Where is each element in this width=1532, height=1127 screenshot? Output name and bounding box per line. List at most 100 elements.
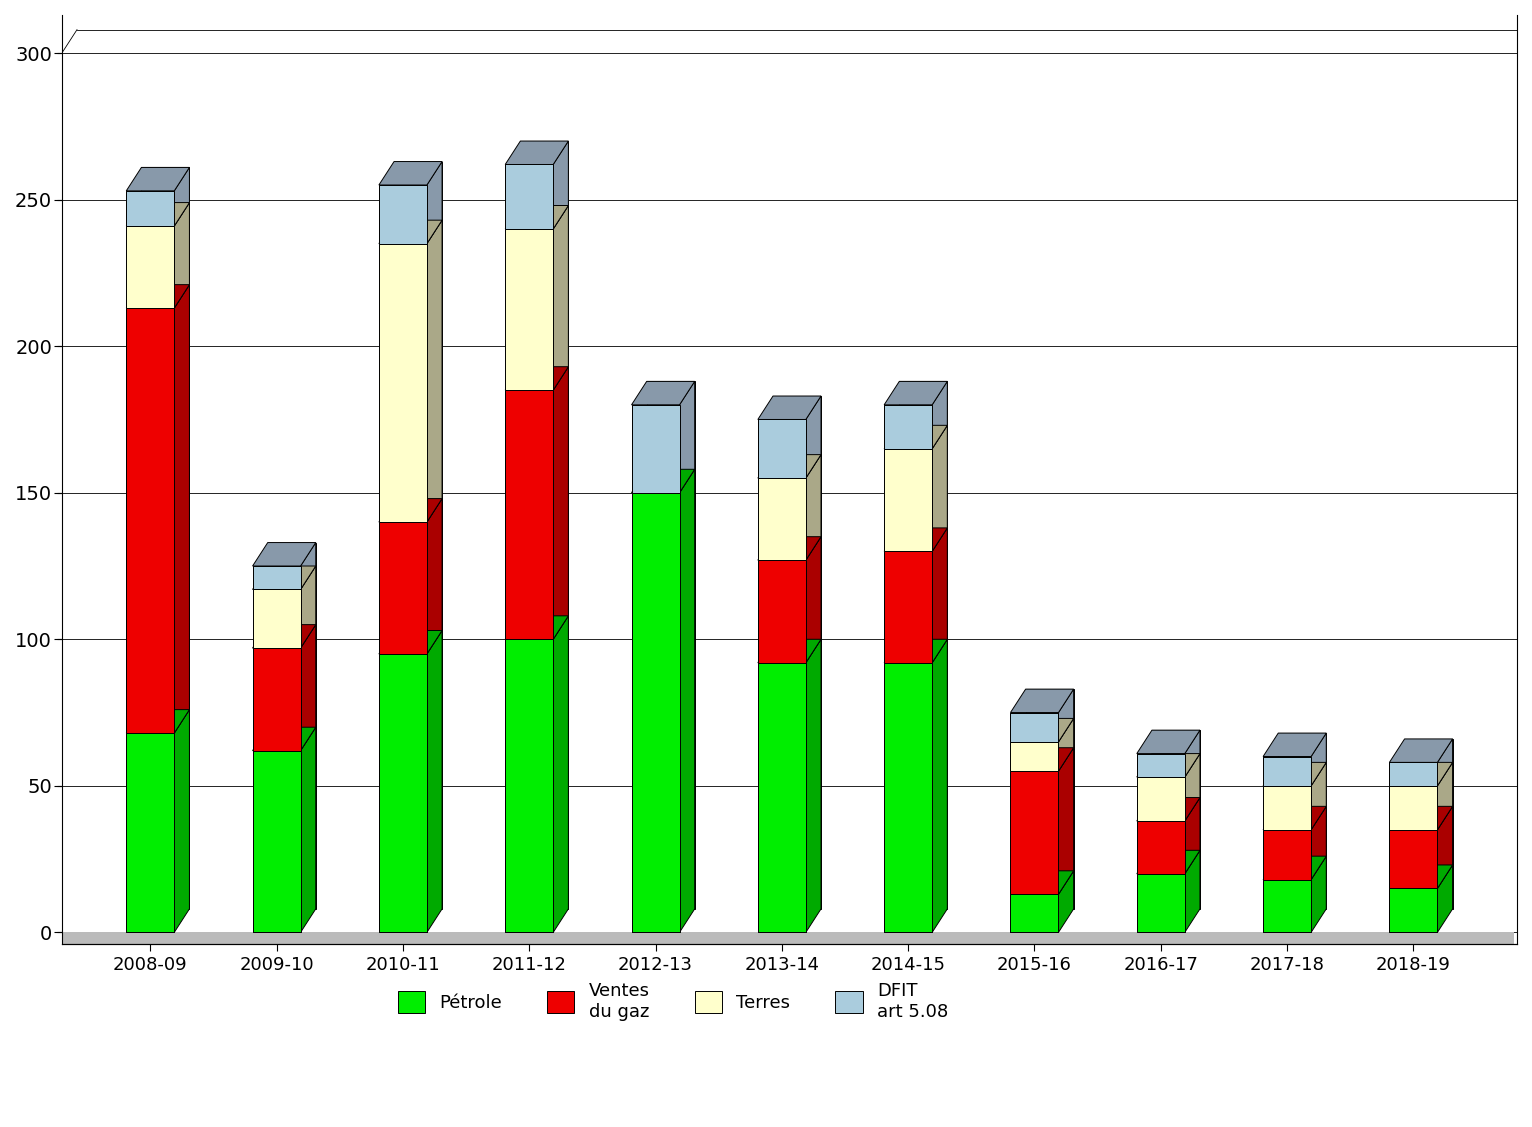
Bar xyxy=(506,229,553,390)
Bar xyxy=(253,589,300,648)
Polygon shape xyxy=(758,454,821,478)
Polygon shape xyxy=(1184,850,1200,932)
Bar xyxy=(758,560,806,663)
Bar xyxy=(253,589,300,648)
Polygon shape xyxy=(1137,754,1200,777)
Polygon shape xyxy=(806,536,821,663)
Polygon shape xyxy=(1011,718,1074,742)
Bar xyxy=(1390,786,1437,829)
Bar xyxy=(1025,871,1074,908)
Bar xyxy=(758,478,806,560)
Polygon shape xyxy=(884,381,947,405)
Bar xyxy=(1262,786,1311,829)
Bar xyxy=(1262,879,1311,932)
Bar xyxy=(378,522,427,654)
Bar xyxy=(758,419,806,478)
Polygon shape xyxy=(553,141,568,229)
Bar xyxy=(506,390,553,639)
Polygon shape xyxy=(1437,806,1452,888)
Bar xyxy=(1152,798,1200,850)
Bar xyxy=(1025,718,1074,747)
Polygon shape xyxy=(378,630,443,654)
Bar xyxy=(631,405,680,492)
Bar xyxy=(1262,786,1311,829)
Polygon shape xyxy=(553,366,568,639)
Polygon shape xyxy=(931,381,947,449)
Bar xyxy=(1011,712,1059,742)
Bar xyxy=(758,560,806,663)
Polygon shape xyxy=(1390,806,1452,829)
Bar xyxy=(253,566,300,589)
Polygon shape xyxy=(1311,733,1327,786)
Polygon shape xyxy=(300,624,316,751)
Bar xyxy=(758,663,806,932)
Polygon shape xyxy=(1262,733,1327,756)
Bar xyxy=(884,663,931,932)
Bar xyxy=(1011,894,1059,932)
Bar xyxy=(884,449,931,551)
Bar xyxy=(758,419,806,478)
Bar xyxy=(1262,756,1311,786)
Bar xyxy=(394,630,443,908)
Polygon shape xyxy=(175,710,190,932)
Polygon shape xyxy=(1137,730,1200,754)
Polygon shape xyxy=(506,366,568,390)
Bar xyxy=(1137,777,1184,820)
Bar xyxy=(378,185,427,243)
Polygon shape xyxy=(175,285,190,733)
Bar xyxy=(141,285,190,710)
Polygon shape xyxy=(1390,864,1452,888)
Polygon shape xyxy=(553,615,568,932)
Bar xyxy=(899,381,947,425)
Polygon shape xyxy=(126,285,190,308)
Polygon shape xyxy=(378,220,443,243)
Polygon shape xyxy=(126,710,190,733)
Bar xyxy=(61,932,1515,950)
Bar xyxy=(521,205,568,366)
Bar xyxy=(774,639,821,908)
Bar xyxy=(758,663,806,932)
Bar xyxy=(268,542,316,566)
Bar xyxy=(899,639,947,908)
Polygon shape xyxy=(506,615,568,639)
Bar xyxy=(141,168,190,203)
Polygon shape xyxy=(378,161,443,185)
Bar xyxy=(506,165,553,229)
Bar xyxy=(1278,733,1327,762)
Bar xyxy=(126,308,175,733)
Bar xyxy=(1278,857,1327,908)
Polygon shape xyxy=(126,168,190,190)
Polygon shape xyxy=(253,566,316,589)
Bar xyxy=(1405,864,1452,908)
Polygon shape xyxy=(1437,864,1452,932)
Polygon shape xyxy=(1137,850,1200,873)
Polygon shape xyxy=(427,630,443,932)
Polygon shape xyxy=(378,498,443,522)
Bar xyxy=(1011,894,1059,932)
Polygon shape xyxy=(758,396,821,419)
Bar xyxy=(1390,786,1437,829)
Bar xyxy=(126,733,175,932)
Bar xyxy=(1278,806,1327,857)
Bar xyxy=(884,449,931,551)
Bar xyxy=(253,751,300,932)
Polygon shape xyxy=(1184,754,1200,820)
Polygon shape xyxy=(931,527,947,663)
Polygon shape xyxy=(1262,857,1327,879)
Bar xyxy=(899,527,947,639)
Bar xyxy=(378,243,427,522)
Bar xyxy=(268,624,316,727)
Polygon shape xyxy=(1137,798,1200,820)
Polygon shape xyxy=(931,425,947,551)
Polygon shape xyxy=(506,205,568,229)
Polygon shape xyxy=(300,566,316,648)
Bar xyxy=(1152,850,1200,908)
Bar xyxy=(884,663,931,932)
Bar xyxy=(1262,879,1311,932)
Polygon shape xyxy=(253,542,316,566)
Bar xyxy=(1390,888,1437,932)
Bar xyxy=(1011,712,1059,742)
Polygon shape xyxy=(1184,798,1200,873)
Bar xyxy=(1011,771,1059,894)
Bar xyxy=(774,536,821,639)
